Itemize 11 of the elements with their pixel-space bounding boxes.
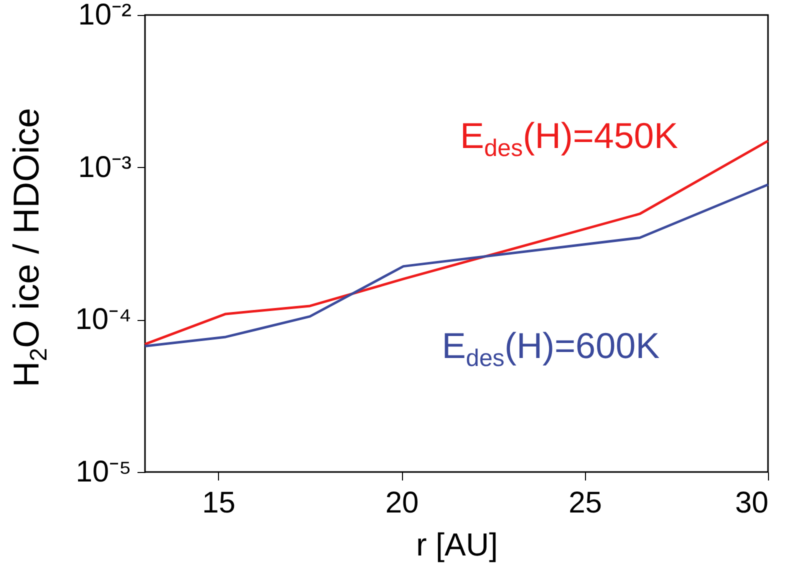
x-tick-label: 25	[568, 486, 602, 520]
x-tick-label: 15	[202, 486, 236, 520]
series-label: E$_{des}$(H)=600K	[442, 325, 660, 372]
x-tick-label: 30	[735, 486, 768, 520]
x-tick-label: 20	[385, 486, 419, 520]
y-tick-label: 10⁻³	[78, 150, 132, 184]
y-tick-label: 10⁻²	[78, 0, 132, 32]
series-label: E$_{des}$(H)=450K	[460, 115, 678, 162]
y-tick-label: 10⁻⁴	[75, 303, 132, 336]
x-axis-title: r [AU]	[416, 526, 498, 562]
y-tick-label: 10⁻⁵	[76, 456, 132, 488]
